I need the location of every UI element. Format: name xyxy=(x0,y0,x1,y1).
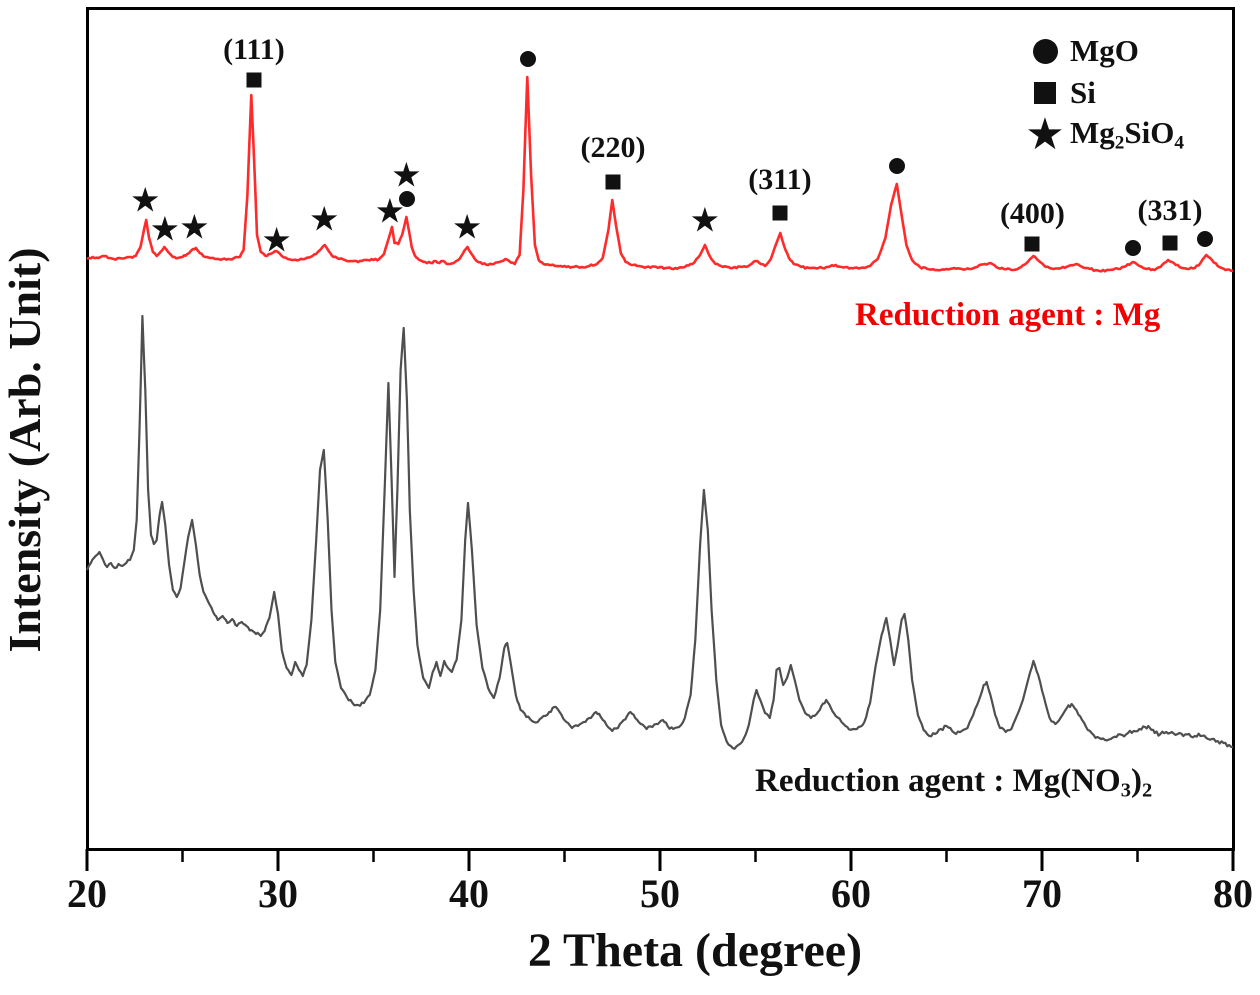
square-icon xyxy=(1034,82,1056,104)
x-tick-label: 80 xyxy=(1213,871,1253,916)
series-curve-mgno3 xyxy=(86,314,1234,750)
y-axis-title: Intensity (Arb. Unit) xyxy=(0,247,50,652)
legend-item-mgo: MgO xyxy=(1024,30,1139,72)
legend-label: Mg2SiO4 xyxy=(1070,115,1184,154)
x-tick-label: 60 xyxy=(831,871,871,916)
star-icon: ★ xyxy=(1025,109,1065,160)
x-tick-label: 50 xyxy=(640,871,680,916)
circle-icon xyxy=(1032,38,1058,64)
x-tick-label: 40 xyxy=(449,871,489,916)
legend-label: MgO xyxy=(1070,33,1139,68)
x-tick-label: 30 xyxy=(258,871,298,916)
series-curve-mg xyxy=(86,75,1234,273)
black-series-caption: Reduction agent : Mg(NO3)2 xyxy=(755,763,1153,802)
x-axis-title: 2 Theta (degree) xyxy=(528,924,862,977)
x-tick-label: 70 xyxy=(1022,871,1062,916)
legend-item-si: Si xyxy=(1024,72,1096,114)
legend-item-mg2sio4: ★ Mg2SiO4 xyxy=(1024,109,1184,160)
red-series-caption: Reduction agent : Mg xyxy=(855,297,1161,333)
legend-label: Si xyxy=(1070,75,1096,110)
x-tick-label: 20 xyxy=(67,871,107,916)
